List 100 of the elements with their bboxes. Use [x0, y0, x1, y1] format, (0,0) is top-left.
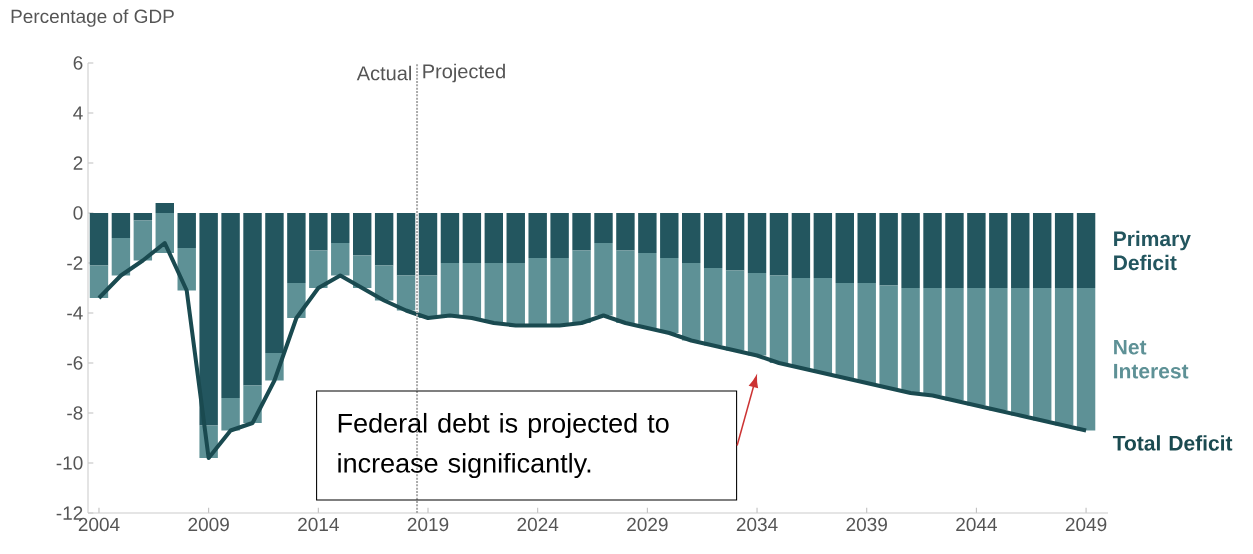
bar — [352, 255, 372, 288]
bar — [572, 213, 591, 251]
bar — [835, 213, 854, 283]
bar — [1032, 288, 1052, 421]
annotation: Federal debt is projected to increase significantly. — [338, 412, 669, 479]
bar — [1011, 288, 1030, 416]
y-tick-label: 2 — [73, 156, 83, 170]
y-axis-title: Percentage of GDP — [11, 9, 174, 27]
y-tick-label: -2 — [67, 256, 83, 270]
x-tick-label: 2024 — [517, 517, 559, 532]
bar — [923, 288, 942, 396]
bar — [616, 250, 635, 323]
bar — [309, 213, 328, 251]
x-tick-label: 2014 — [298, 517, 339, 532]
bar — [638, 253, 657, 328]
x-tick-label: 2039 — [846, 517, 887, 532]
bar — [550, 213, 569, 258]
bar — [374, 213, 394, 266]
bar — [791, 213, 811, 278]
bar — [835, 283, 854, 378]
ref-line-label: Actual — [356, 65, 411, 81]
bar — [638, 213, 657, 253]
bar — [989, 213, 1008, 288]
y-tick-label: 0 — [73, 206, 83, 220]
bar — [331, 243, 350, 276]
bar — [769, 275, 789, 363]
bar — [616, 213, 635, 251]
bar — [528, 213, 547, 258]
bar — [967, 288, 986, 406]
bar — [747, 213, 767, 273]
bar — [550, 258, 569, 326]
bar — [309, 250, 328, 288]
bar — [572, 250, 591, 323]
bar — [703, 213, 723, 268]
bar — [945, 288, 964, 401]
bar — [682, 213, 701, 263]
bar — [484, 213, 504, 263]
bar — [879, 285, 898, 388]
bar — [155, 203, 174, 213]
bar — [528, 258, 547, 326]
bar — [221, 398, 240, 431]
bar — [331, 213, 350, 243]
series-label: Primary Deficit — [1114, 230, 1191, 271]
y-tick-label: -8 — [67, 406, 83, 420]
x-tick-label: 2019 — [407, 517, 449, 532]
bar — [89, 265, 109, 298]
bar — [506, 263, 525, 326]
bar — [813, 213, 833, 278]
bar — [396, 275, 416, 311]
bar — [923, 213, 942, 288]
bar — [660, 258, 679, 333]
x-tick-label: 2049 — [1065, 517, 1107, 532]
bar — [1032, 213, 1052, 288]
bar — [769, 213, 789, 276]
bar — [747, 273, 767, 356]
bar — [813, 278, 833, 373]
bar — [287, 213, 306, 283]
y-tick-label: -6 — [67, 356, 83, 370]
bar — [265, 213, 284, 353]
bar — [967, 213, 986, 288]
series-label: Total Deficit — [1112, 435, 1233, 451]
bar — [440, 213, 460, 263]
bar — [374, 265, 394, 301]
bar — [199, 213, 218, 426]
bar — [725, 213, 745, 271]
bar — [484, 263, 504, 323]
bar — [287, 283, 306, 318]
bar — [682, 263, 701, 341]
bar — [945, 213, 964, 288]
bar — [660, 213, 679, 258]
bar — [791, 278, 811, 368]
bar — [901, 213, 920, 288]
bar — [111, 238, 131, 276]
bar — [989, 288, 1008, 411]
bar — [243, 213, 262, 386]
series-label: Net Interest — [1114, 339, 1189, 379]
bar — [133, 220, 153, 261]
x-tick-label: 2034 — [736, 517, 778, 532]
bar — [901, 288, 920, 393]
bar — [133, 213, 153, 221]
bar — [506, 213, 525, 263]
bar — [462, 263, 482, 318]
bar — [857, 213, 876, 283]
bar — [1076, 288, 1096, 431]
bar — [221, 213, 240, 398]
bar — [1054, 213, 1074, 288]
bar — [857, 283, 876, 383]
bar — [879, 213, 898, 286]
x-tick-label: 2044 — [956, 517, 997, 532]
bar — [418, 213, 438, 276]
bar — [1054, 288, 1074, 426]
y-tick-label: 4 — [73, 106, 83, 120]
bar — [594, 243, 613, 316]
annotation: Projected — [423, 63, 505, 83]
bar — [703, 268, 723, 346]
bar — [418, 275, 438, 318]
bar — [462, 213, 482, 263]
x-tick-label: 2029 — [627, 517, 668, 532]
bar — [89, 213, 109, 266]
bar — [111, 213, 131, 238]
